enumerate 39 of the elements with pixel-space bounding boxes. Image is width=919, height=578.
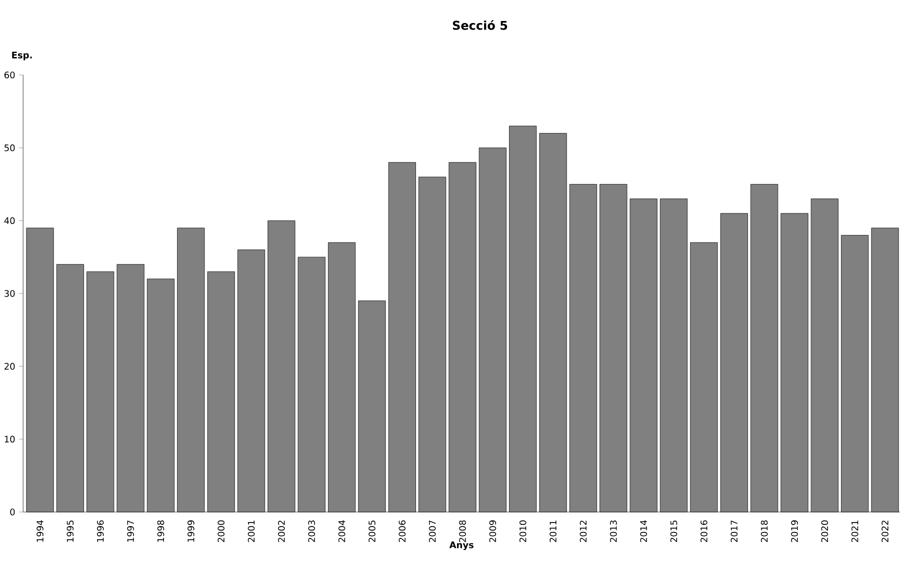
x-tick-label: 2019 <box>791 520 798 542</box>
x-tick-label: 2017 <box>730 520 738 542</box>
y-tick-label: 50 <box>4 144 15 152</box>
x-axis-title: Anys <box>449 542 474 550</box>
x-tick-label: 1997 <box>127 520 134 542</box>
x-tick-label: 2003 <box>308 520 316 542</box>
x-tick-label: 2016 <box>700 520 708 542</box>
y-tick-label: 20 <box>4 362 15 370</box>
y-tick-label: 10 <box>4 436 15 443</box>
x-tick-label: 1999 <box>188 520 194 542</box>
x-tick-label: 2015 <box>670 520 678 542</box>
x-tick-label: 2008 <box>459 520 466 542</box>
x-tick-label: 2012 <box>580 520 587 542</box>
y-axis-title: Esp. <box>12 52 32 60</box>
y-tick-label: 60 <box>4 72 15 78</box>
x-tick-label: 1995 <box>66 520 74 542</box>
x-tick-label: 2010 <box>519 520 526 542</box>
x-tick-label: 2020 <box>821 520 828 542</box>
x-tick-label: 2001 <box>248 520 255 542</box>
x-tick-label: 2018 <box>760 520 768 542</box>
x-tick-label: 1996 <box>96 520 104 542</box>
x-tick-label: 1998 <box>157 520 164 542</box>
x-tick-label: 2004 <box>338 520 346 542</box>
x-tick-label: 2022 <box>882 520 888 542</box>
chart-title: Secció 5 <box>452 20 508 30</box>
y-tick-label: 40 <box>4 217 15 224</box>
x-tick-label: 2002 <box>278 520 285 542</box>
x-tick-label: 2005 <box>368 520 376 542</box>
x-tick-label: 2014 <box>640 520 647 542</box>
x-tick-label: 2021 <box>851 520 858 542</box>
x-tick-label: 2011 <box>550 520 556 542</box>
x-tick-label: 2000 <box>218 520 224 542</box>
y-tick-label: 0 <box>10 508 15 516</box>
y-tick-label: 30 <box>4 290 15 297</box>
x-tick-label: 1994 <box>36 520 44 542</box>
x-tick-label: 2009 <box>489 520 496 542</box>
x-tick-label: 2006 <box>398 520 406 542</box>
x-tick-label: 2007 <box>428 520 436 542</box>
x-tick-label: 2013 <box>610 520 617 542</box>
